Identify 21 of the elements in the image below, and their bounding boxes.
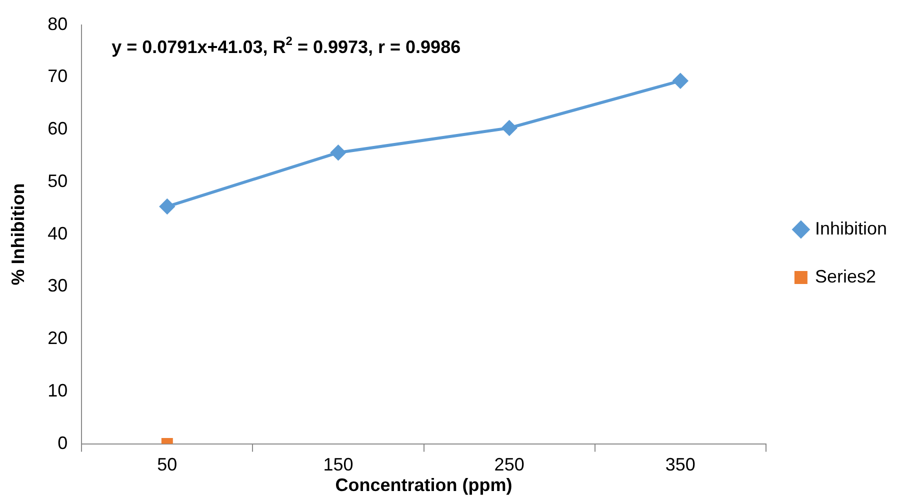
point xyxy=(672,73,688,88)
y-tick-label: 80 xyxy=(48,14,68,34)
point xyxy=(330,145,346,160)
point xyxy=(502,120,517,136)
y-axis-title: % Inhibition xyxy=(8,183,28,286)
y-tick-label: 0 xyxy=(58,432,68,453)
legend-label: Inhibition xyxy=(814,218,888,238)
y-tick-label: 30 xyxy=(48,276,68,296)
legend-label: Series2 xyxy=(814,266,876,286)
y-tick-label: 50 xyxy=(48,170,68,191)
x-tick-label: 250 xyxy=(494,454,524,475)
x-axis-title: Concentration (ppm) xyxy=(335,475,512,496)
y-tick-label: 60 xyxy=(48,118,68,139)
x-tick-label: 150 xyxy=(323,454,354,475)
y-tick-label: 40 xyxy=(48,223,68,244)
x-tick-label: 50 xyxy=(157,454,178,475)
y-tick-label: 70 xyxy=(48,66,68,86)
y-tick-label: 10 xyxy=(48,380,68,400)
point xyxy=(160,199,175,214)
y-tick-label: 20 xyxy=(48,328,68,348)
x-tick-label: 350 xyxy=(665,454,696,475)
